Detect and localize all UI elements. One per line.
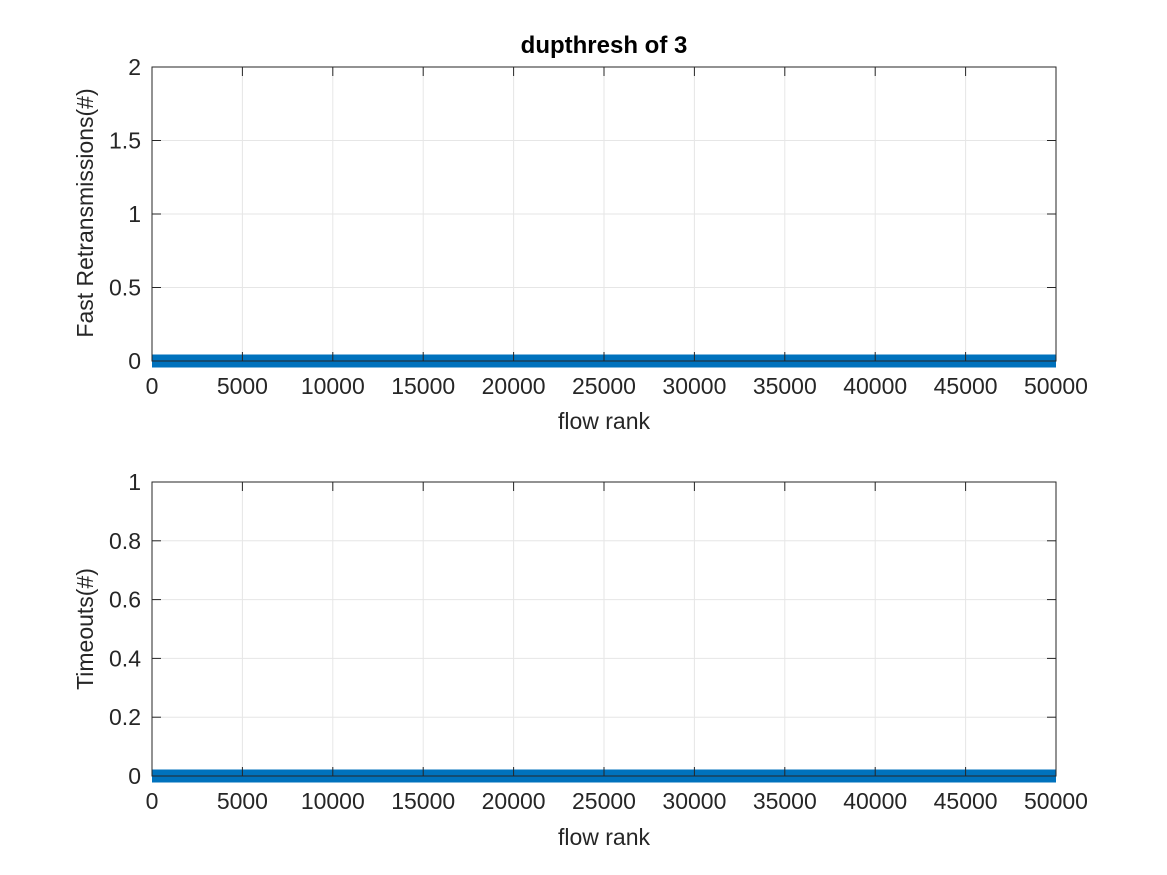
bottom-y-tick-label: 1: [128, 469, 141, 495]
bottom-x-tick-label: 10000: [301, 788, 365, 814]
bottom-y-tick-label: 0.2: [109, 704, 141, 730]
top-x-tick-label: 20000: [482, 373, 546, 399]
chart-title: dupthresh of 3: [521, 32, 688, 59]
top-y-tick-label: 2: [128, 54, 141, 80]
bottom-x-axis-label: flow rank: [558, 824, 651, 850]
bottom-x-tick-label: 50000: [1024, 788, 1088, 814]
top-x-tick-label: 30000: [662, 373, 726, 399]
top-x-tick-label: 50000: [1024, 373, 1088, 399]
bottom-x-tick-label: 20000: [482, 788, 546, 814]
bottom-y-tick-label: 0.6: [109, 587, 141, 613]
top-x-tick-label: 35000: [753, 373, 817, 399]
top-x-tick-label: 15000: [391, 373, 455, 399]
top-x-tick-label: 25000: [572, 373, 636, 399]
bottom-x-tick-label: 0: [146, 788, 159, 814]
bottom-plot: 0 5000 10000 15000 20000 25000 30000 35000 40000…: [109, 469, 1088, 814]
bottom-x-tick-label: 40000: [843, 788, 907, 814]
top-y-tick-label: 1.5: [109, 128, 141, 154]
bottom-y-axis-label: Timeouts(#): [72, 568, 98, 690]
bottom-x-tick-label: 5000: [217, 788, 268, 814]
top-x-axis-label: flow rank: [558, 408, 651, 434]
bottom-y-tick-label: 0.8: [109, 528, 141, 554]
bottom-y-tick-label: 0: [128, 763, 141, 789]
top-x-tick-label: 0: [146, 373, 159, 399]
top-x-tick-label: 10000: [301, 373, 365, 399]
top-y-tick-label: 0.5: [109, 275, 141, 301]
top-x-tick-label: 40000: [843, 373, 907, 399]
bottom-x-tick-label: 30000: [662, 788, 726, 814]
top-x-tick-label: 45000: [934, 373, 998, 399]
bottom-x-tick-label: 35000: [753, 788, 817, 814]
bottom-x-tick-label: 15000: [391, 788, 455, 814]
bottom-x-tick-label: 25000: [572, 788, 636, 814]
bottom-y-tick-label: 0.4: [109, 645, 141, 671]
top-y-tick-label: 0: [128, 348, 141, 374]
top-y-tick-label: 1: [128, 201, 141, 227]
bottom-x-tick-label: 45000: [934, 788, 998, 814]
top-x-tick-label: 5000: [217, 373, 268, 399]
top-y-axis-label: Fast Retransmissions(#): [72, 88, 98, 337]
top-plot: 0 5000 10000 15000 20000 25000 30000 35000 40000…: [109, 54, 1088, 399]
